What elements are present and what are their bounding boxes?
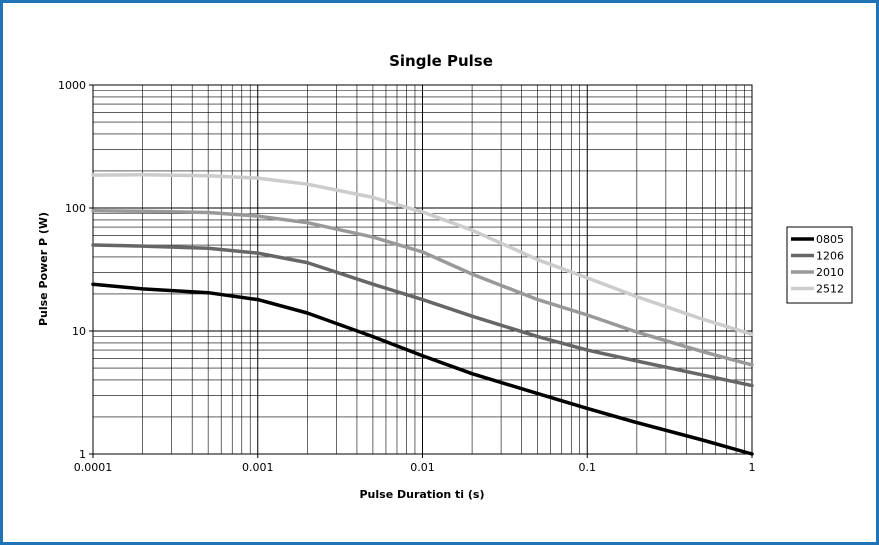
y-tick-label: 100 bbox=[65, 202, 86, 215]
legend-label-1206: 1206 bbox=[816, 250, 844, 263]
legend: 0805 1206 2010 2512 bbox=[786, 226, 853, 304]
x-tick-label: 0.001 bbox=[242, 461, 274, 474]
x-tick-label: 1 bbox=[749, 461, 756, 474]
y-tick-label: 10 bbox=[72, 325, 86, 338]
series-lines bbox=[91, 173, 754, 456]
x-tick-label: 0.01 bbox=[410, 461, 435, 474]
y-tick-labels: 1 10 100 1000 bbox=[58, 79, 86, 461]
legend-label-0805: 0805 bbox=[816, 233, 844, 246]
x-tick-labels: 0.0001 0.001 0.01 0.1 1 bbox=[74, 461, 756, 474]
legend-label-2010: 2010 bbox=[816, 266, 844, 279]
series-line-0805 bbox=[91, 282, 754, 456]
plot-area-border bbox=[92, 84, 753, 455]
x-tick-label: 0.1 bbox=[579, 461, 597, 474]
y-tick-label: 1 bbox=[79, 448, 86, 461]
y-axis-label: Pulse Power P (W) bbox=[37, 212, 50, 326]
series-line-1206 bbox=[91, 243, 754, 388]
x-axis-label: Pulse Duration ti (s) bbox=[359, 488, 484, 501]
y-tick-label: 1000 bbox=[58, 79, 86, 92]
chart-title: Single Pulse bbox=[389, 52, 493, 70]
x-tick-label: 0.0001 bbox=[74, 461, 113, 474]
legend-label-2512: 2512 bbox=[816, 283, 844, 296]
grid bbox=[89, 84, 753, 458]
series-line-2010 bbox=[91, 208, 754, 367]
series-line-2512 bbox=[91, 173, 754, 337]
